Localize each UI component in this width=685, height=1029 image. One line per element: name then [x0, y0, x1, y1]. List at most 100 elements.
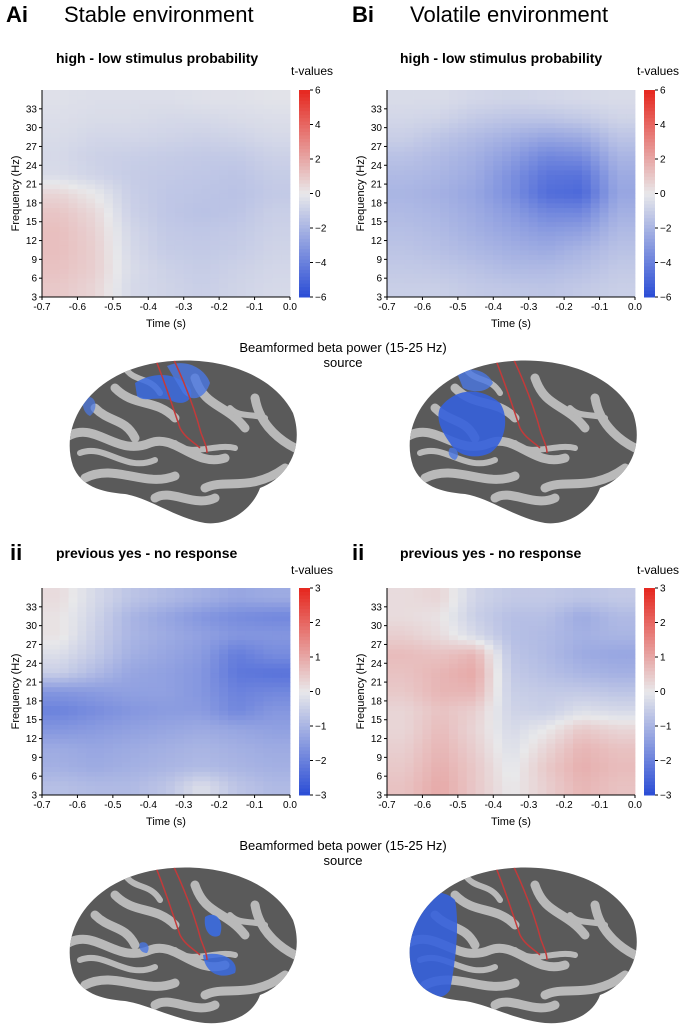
heatmap-cell	[493, 202, 503, 209]
heatmap-cell	[95, 776, 105, 782]
heatmap-cell	[493, 226, 503, 232]
heatmap-cell	[395, 169, 406, 176]
heatmap-cell	[157, 630, 167, 636]
heatmap-cell	[511, 202, 521, 209]
heatmap-cell	[573, 710, 583, 716]
heatmap-cell	[395, 254, 406, 260]
heatmap-cell	[254, 282, 264, 288]
heatmap-cell	[236, 762, 247, 768]
heatmap-cell	[130, 785, 140, 791]
heatmap-cell	[395, 165, 406, 171]
heatmap-cell	[272, 705, 282, 711]
heatmap-cell	[431, 141, 441, 147]
heatmap-cell	[599, 226, 609, 232]
heatmap-cell	[68, 724, 78, 730]
heatmap-cell	[121, 282, 131, 288]
heatmap-cell	[493, 160, 503, 166]
heatmap-cell	[537, 207, 547, 213]
heatmap-cell	[573, 677, 583, 683]
heatmap-cell	[254, 141, 264, 147]
heatmap-cell	[254, 193, 264, 199]
heatmap-cell	[599, 700, 609, 707]
heatmap-cell	[395, 231, 406, 237]
heatmap-cell	[210, 663, 220, 669]
heatmap-cell	[166, 653, 176, 659]
heatmap-cell	[254, 169, 264, 176]
heatmap-cell	[537, 108, 547, 114]
heatmap-cell	[210, 724, 220, 730]
heatmap-cell	[210, 99, 220, 105]
heatmap-cell	[86, 658, 96, 664]
heatmap-cell	[449, 259, 459, 265]
heatmap-cell	[219, 94, 229, 100]
heatmap-cell	[440, 757, 450, 763]
heatmap-cell	[449, 188, 459, 194]
heatmap-cell	[59, 137, 69, 143]
heatmap-cell	[245, 231, 255, 237]
heatmap-cell	[192, 620, 202, 627]
colorbar-step	[299, 698, 310, 703]
heatmap-cell	[493, 743, 503, 749]
heatmap-cell	[555, 94, 565, 100]
heatmap-cell	[263, 719, 273, 725]
heatmap-cell	[166, 104, 176, 110]
heatmap-cell	[475, 90, 485, 96]
heatmap-cell	[511, 738, 521, 744]
heatmap-cell	[95, 179, 105, 185]
heatmap-cell	[626, 282, 636, 288]
heatmap-cell	[573, 700, 583, 707]
heatmap-cell	[617, 766, 627, 772]
heatmap-cell	[457, 747, 468, 754]
heatmap-cell	[183, 155, 193, 161]
heatmap-cell	[95, 198, 105, 204]
heatmap-cell	[475, 108, 485, 114]
heatmap-cell	[95, 90, 105, 96]
heatmap-cell	[440, 90, 450, 96]
heatmap-cell	[422, 235, 432, 241]
heatmap-cell	[166, 287, 176, 293]
heatmap-cell	[59, 90, 69, 96]
heatmap-cell	[440, 715, 450, 721]
heatmap-cell	[210, 733, 220, 739]
heatmap-cell	[68, 132, 78, 138]
heatmap-cell	[210, 292, 220, 298]
heatmap-cell	[413, 747, 423, 754]
heatmap-cell	[139, 780, 149, 786]
heatmap-cell	[130, 677, 140, 683]
heatmap-cell	[502, 700, 512, 707]
heatmap-cell	[157, 644, 167, 650]
heatmap-cell	[201, 733, 211, 739]
heatmap-cell	[395, 104, 406, 110]
colorbar-step	[299, 179, 310, 184]
heatmap-cell	[555, 287, 565, 293]
heatmap-cell	[95, 146, 105, 152]
heatmap-cell	[245, 597, 255, 603]
heatmap-cell	[590, 221, 600, 227]
heatmap-cell	[564, 729, 574, 735]
y-tick-label: 12	[26, 734, 38, 745]
heatmap-cell	[112, 113, 123, 119]
y-tick-label: 9	[376, 255, 382, 266]
heatmap-cell	[590, 99, 600, 105]
heatmap-cell	[528, 757, 538, 763]
heatmap-cell	[493, 184, 503, 190]
heatmap-cell	[564, 700, 574, 707]
heatmap-cell	[555, 771, 565, 777]
heatmap-cell	[174, 264, 185, 270]
colorbar-tick-label: 4	[315, 120, 321, 131]
heatmap-cell	[404, 240, 414, 246]
heatmap-cell	[201, 635, 211, 641]
heatmap-cell	[50, 771, 61, 777]
heatmap-cell	[86, 691, 96, 697]
heatmap-cell	[245, 672, 255, 678]
heatmap-cell	[573, 282, 583, 288]
heatmap-cell	[236, 653, 247, 659]
heatmap-cell	[166, 766, 176, 772]
colorbar-step	[299, 262, 310, 267]
heatmap-cell	[449, 118, 459, 124]
heatmap-cell	[590, 240, 600, 246]
heatmap-cell	[599, 122, 609, 129]
heatmap-cell	[395, 686, 406, 692]
heatmap-cell	[236, 700, 247, 707]
heatmap-cell	[573, 292, 583, 298]
